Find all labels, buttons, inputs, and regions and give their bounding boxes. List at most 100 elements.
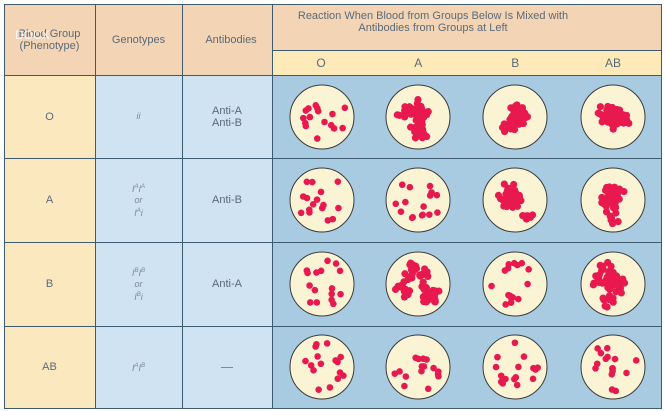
plate-dish <box>289 334 355 400</box>
red-blood-cell <box>420 297 428 306</box>
red-blood-cell <box>407 110 415 118</box>
red-blood-cell <box>508 112 516 120</box>
blood-plate-unclumped <box>289 84 355 149</box>
red-blood-cell <box>610 105 618 113</box>
plate-dish <box>289 167 355 233</box>
blood-plate-unclumped <box>482 251 548 317</box>
red-blood-cell <box>594 345 601 352</box>
red-blood-cell <box>406 183 414 191</box>
grid-line <box>4 4 662 5</box>
red-blood-cell <box>518 103 526 111</box>
red-blood-cell <box>518 259 526 267</box>
genotype-text: IAIB <box>131 362 146 373</box>
red-blood-cell <box>335 204 342 212</box>
red-blood-cell <box>328 285 336 292</box>
red-blood-cell <box>334 358 341 366</box>
antibody-label: Anti-B <box>212 116 242 129</box>
blood-plate-clumped <box>580 84 646 149</box>
grid-line <box>4 75 662 76</box>
genotype-cell: IAIB <box>95 326 182 408</box>
red-blood-cell <box>401 104 410 113</box>
antibodies-cell <box>182 326 272 408</box>
grid-line <box>661 4 662 409</box>
red-blood-cell <box>418 212 426 219</box>
red-blood-cell <box>337 290 344 298</box>
antibodies-cell: Anti-B <box>182 158 272 242</box>
red-blood-cell <box>492 363 500 371</box>
reaction-column-label: B <box>511 55 520 70</box>
red-blood-cell <box>324 257 331 265</box>
red-blood-cell <box>334 375 342 383</box>
red-blood-cell <box>602 208 611 216</box>
grid-line <box>4 4 5 409</box>
red-blood-cell <box>529 375 537 383</box>
red-blood-cell <box>508 202 517 210</box>
red-blood-cell <box>609 298 617 306</box>
red-blood-cell <box>622 115 631 123</box>
red-blood-cell <box>311 286 319 294</box>
red-blood-cell <box>500 127 509 135</box>
red-blood-cell <box>620 279 629 287</box>
grid-line <box>4 326 662 327</box>
red-blood-cell <box>488 282 495 290</box>
red-blood-cell <box>597 279 605 287</box>
red-blood-cell <box>434 209 441 216</box>
plate-dish <box>289 251 355 317</box>
red-blood-cell <box>501 267 509 274</box>
red-blood-cell <box>534 364 542 371</box>
red-blood-cell <box>623 369 630 377</box>
red-blood-cell <box>612 288 620 296</box>
red-blood-cell <box>503 202 511 211</box>
blood-group-table: Blood Group (Phenotype) DOCX Genotypes A… <box>4 4 662 409</box>
red-blood-cell <box>315 386 322 393</box>
antibody-label: Anti-B <box>212 194 242 206</box>
red-blood-cell <box>424 107 432 115</box>
blood-group-cell: A <box>4 158 95 242</box>
antibody-label: Anti-A <box>212 104 242 117</box>
reaction-column-header-4: AB <box>564 50 662 75</box>
red-blood-cell <box>324 217 332 224</box>
red-blood-cell <box>330 300 337 308</box>
red-blood-cell <box>511 102 519 110</box>
red-blood-cell <box>404 290 412 299</box>
header-reaction: Reaction When Blood from Groups Below Is… <box>272 4 662 50</box>
blood-plate-clumped <box>580 251 646 317</box>
red-blood-cell <box>306 282 313 289</box>
genotype-alt-text: IBi <box>134 291 143 302</box>
red-blood-cell <box>426 291 435 299</box>
red-blood-cell <box>328 290 335 298</box>
red-blood-cell <box>599 264 607 272</box>
genotype-or: or <box>134 194 143 205</box>
red-blood-cell <box>605 284 614 292</box>
blood-plate-unclumped <box>385 167 451 233</box>
reaction-column-label: O <box>316 55 326 70</box>
blood-plate-clumped <box>482 84 548 149</box>
genotype-text: IBIB <box>131 267 146 278</box>
red-blood-cell <box>313 299 321 306</box>
genotype-text: ii <box>136 111 141 121</box>
red-blood-cell <box>323 340 331 347</box>
red-blood-cell <box>609 365 616 372</box>
red-blood-cell <box>435 372 442 380</box>
plate-dish <box>385 167 451 233</box>
red-blood-cell <box>313 340 320 348</box>
blood-plate-clumped <box>580 167 646 233</box>
genotype-cell: ii <box>95 75 182 158</box>
red-blood-cell <box>339 124 346 131</box>
red-blood-cell <box>424 385 432 393</box>
red-blood-cell <box>306 209 313 216</box>
red-blood-cell <box>329 215 337 223</box>
blood-plate-unclumped <box>482 334 548 400</box>
red-blood-cell <box>497 372 505 380</box>
red-blood-cell <box>307 362 315 369</box>
plate-dish <box>289 84 355 149</box>
blood-group-cell: B <box>4 242 95 326</box>
red-blood-cell <box>419 355 427 363</box>
red-blood-cell <box>525 265 532 273</box>
header-reaction-label: Reaction When Blood from Groups Below Is… <box>297 10 569 34</box>
red-blood-cell <box>313 196 321 203</box>
red-blood-cell <box>608 370 616 378</box>
red-blood-cell <box>409 213 417 221</box>
reaction-column-header-2: A <box>370 50 467 75</box>
red-blood-cell <box>303 178 311 186</box>
